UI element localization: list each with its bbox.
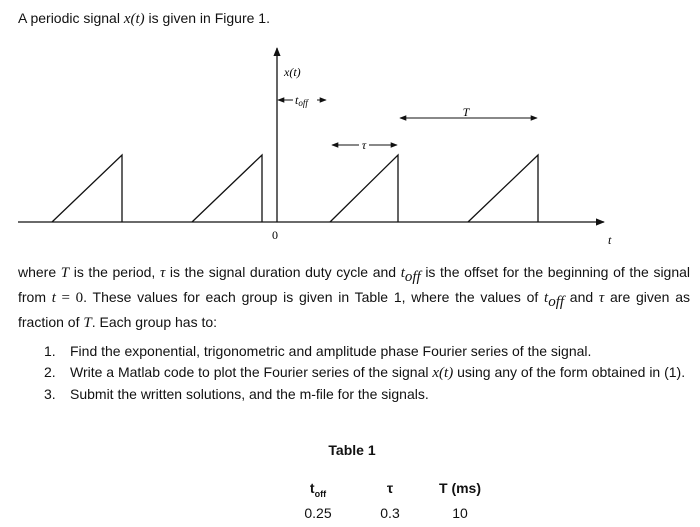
math: x(t) (123, 11, 145, 27)
text: Find the exponential, trigonometric and … (70, 343, 592, 359)
task-text: Write a Matlab code to plot the Fourier … (70, 363, 685, 383)
task: 1. Find the exponential, trigonometric an… (44, 342, 690, 361)
axes (18, 47, 605, 226)
task: 2. Write a Matlab code to plot the Fourie… (44, 363, 690, 383)
math: x(t) (432, 365, 454, 381)
signal (51, 153, 539, 223)
dimension-arrows (277, 97, 538, 148)
x-label: t (608, 233, 612, 247)
text: are given as fraction of (18, 288, 691, 330)
text: is the signal duration duty cycle and (165, 264, 401, 280)
figure: x(t) t 0 toff τ T (18, 47, 612, 247)
y-label: x(t) (283, 65, 301, 79)
text: A periodic signal (18, 10, 124, 26)
paragraph: where T is the period, τ is the signal d… (18, 262, 690, 333)
text: where (18, 264, 61, 280)
math-sub: off (404, 268, 421, 285)
math: T (60, 265, 70, 281)
offset-label-sub: off (298, 98, 309, 108)
task-number: 3. (44, 386, 56, 402)
text: is the offset for the beginning of the s… (18, 264, 691, 305)
math: τ (159, 265, 166, 281)
table-cell: 10 (452, 505, 468, 521)
text: using any of the form obtained in (1). (453, 364, 686, 380)
text: is given in Figure 1. (144, 10, 270, 26)
task-text: Submit the written solutions, and the m-… (70, 385, 429, 404)
header-main: t (309, 480, 315, 496)
math: = 0 (55, 289, 84, 306)
text: is the period, (69, 264, 160, 280)
text: Submit the written solutions, and the m-… (70, 386, 429, 402)
task-list: 1. Find the exponential, trigonometric an… (44, 342, 690, 406)
math: t (544, 289, 549, 306)
task: 3. Submit the written solutions, and the … (44, 385, 690, 404)
math: τ (598, 289, 605, 306)
table-title: Table 1 (328, 442, 376, 458)
task-number: 2. (44, 364, 56, 380)
text: and (564, 288, 599, 305)
table-header: τ (386, 480, 394, 496)
duration-label: τ (362, 138, 367, 152)
text: . These values for each group is given i… (83, 288, 545, 305)
task-number: 1. (44, 343, 56, 359)
table-cell: 0.3 (380, 505, 400, 521)
intro: A periodic signal x(t) is given in Figur… (18, 10, 270, 28)
text: . Each group has to: (91, 313, 218, 330)
header-sub: off (314, 488, 327, 499)
table-header: toff (310, 480, 326, 499)
math-sub: off (548, 293, 565, 310)
table-cell: 0.25 (304, 505, 332, 521)
task-text: Find the exponential, trigonometric and … (70, 342, 591, 361)
offset-label-main: t (295, 93, 299, 107)
math: T (83, 314, 92, 331)
math: t (400, 265, 405, 281)
table-header: T (ms) (439, 480, 481, 496)
label-bg (293, 93, 317, 105)
label-bg (359, 139, 369, 149)
origin-label: 0 (272, 228, 278, 242)
offset-label: toff (295, 93, 309, 108)
math: t (51, 289, 56, 306)
text: Write a Matlab code to plot the Fourier … (70, 364, 433, 380)
period-label: T (463, 105, 471, 119)
